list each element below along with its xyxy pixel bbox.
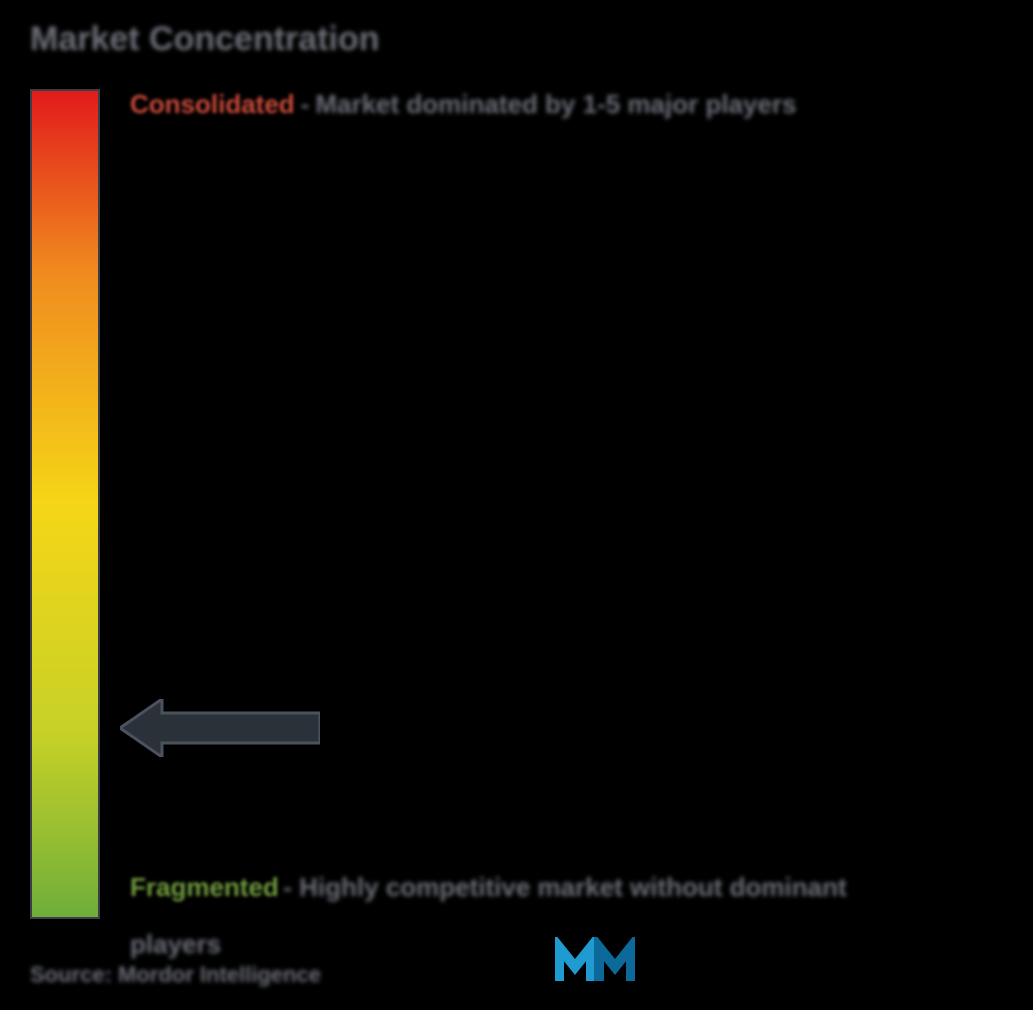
logo-icon: [555, 937, 635, 987]
consolidated-keyword: Consolidated: [130, 89, 295, 120]
fragmented-label: Fragmented - Highly competitive market w…: [130, 859, 943, 973]
fragmented-separator: -: [283, 872, 299, 902]
labels-column: Consolidated - Market dominated by 1-5 m…: [130, 89, 1003, 919]
source-attribution: Source: Mordor Intelligence: [30, 962, 321, 988]
fragmented-keyword: Fragmented: [130, 872, 279, 902]
page-title: Market Concentration: [30, 20, 1003, 59]
position-arrow: [120, 699, 320, 762]
consolidated-label: Consolidated - Market dominated by 1-5 m…: [130, 89, 797, 120]
concentration-gradient-bar: [30, 89, 100, 919]
consolidated-description: Market dominated by 1-5 major players: [315, 89, 796, 120]
arrow-icon: [120, 699, 320, 757]
brand-logo: [555, 937, 635, 992]
infographic-container: Market Concentration Consolidated - Mark…: [0, 0, 1033, 1010]
consolidated-separator: -: [301, 89, 310, 120]
content-row: Consolidated - Market dominated by 1-5 m…: [30, 89, 1003, 919]
